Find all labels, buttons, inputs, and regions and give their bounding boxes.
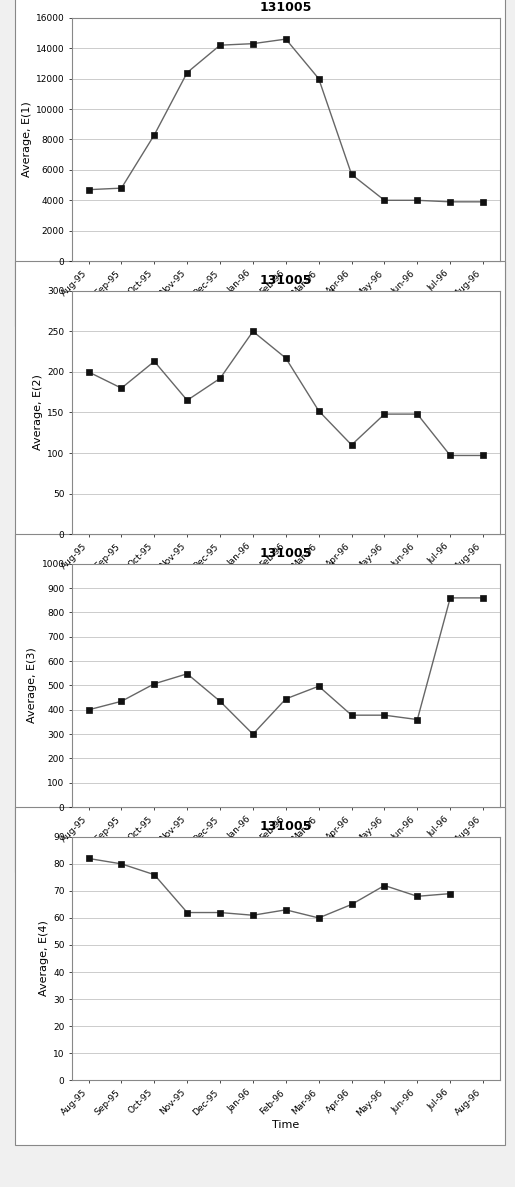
Y-axis label: Average, E(1): Average, E(1) [22,102,31,177]
X-axis label: Time: Time [272,575,299,584]
X-axis label: Time: Time [272,301,299,311]
Title: 131005: 131005 [260,820,312,833]
Title: 131005: 131005 [260,1,312,14]
Y-axis label: Average, E(3): Average, E(3) [27,648,37,723]
X-axis label: Time: Time [272,848,299,857]
Title: 131005: 131005 [260,547,312,560]
X-axis label: Time: Time [272,1121,299,1130]
Y-axis label: Average, E(4): Average, E(4) [39,921,49,996]
Title: 131005: 131005 [260,274,312,287]
Y-axis label: Average, E(2): Average, E(2) [33,375,43,450]
